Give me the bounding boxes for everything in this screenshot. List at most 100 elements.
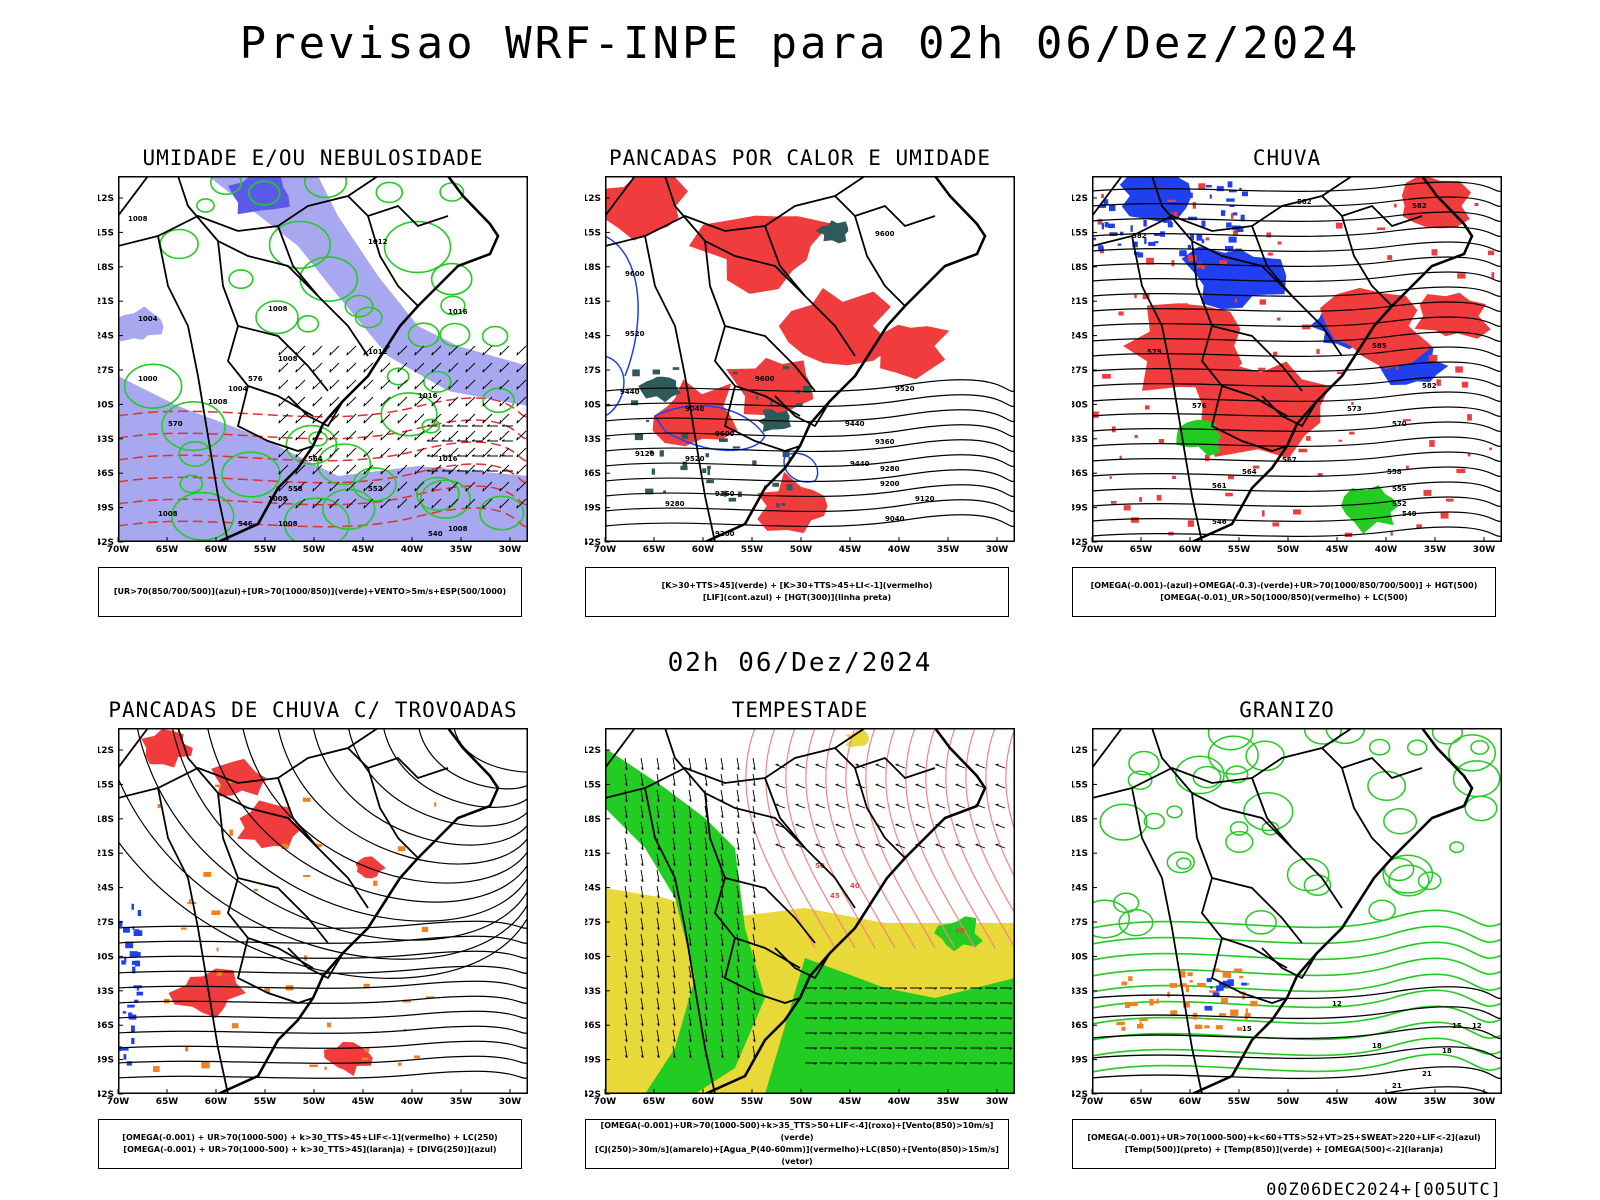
map-chuva: 582 582 582 585 582 579 576 573 570 567 564 561 558 5… <box>1072 176 1502 555</box>
contour-label: 1000 <box>138 375 158 383</box>
wind-vector <box>312 447 323 458</box>
contour-label: 21 <box>1392 1082 1402 1090</box>
wind-vector <box>688 933 692 947</box>
wind-vector <box>720 805 724 819</box>
lon-label: 45W <box>352 545 375 555</box>
lat-label: 18S <box>98 263 114 273</box>
wind-vector <box>910 1062 923 1065</box>
wind-vector <box>465 464 476 475</box>
wind-vector <box>346 447 357 458</box>
thickness-contour <box>118 397 528 418</box>
contour-label: 570 <box>1392 420 1407 428</box>
humidity-contour <box>248 180 281 206</box>
omega500-speck <box>1221 998 1228 1004</box>
streamline <box>1092 376 1502 387</box>
lat-label: 21S <box>585 297 601 307</box>
wind-vector <box>482 345 493 356</box>
divergence-speck <box>123 926 130 933</box>
wind-vector <box>752 1013 756 1027</box>
wind-vector <box>752 789 756 803</box>
moderate-storm-speck <box>315 843 323 848</box>
wind-vector <box>835 843 846 849</box>
temp850-contour <box>1431 728 1463 745</box>
wind-vector <box>865 1032 878 1035</box>
wind-vector <box>471 439 483 442</box>
omega500-speck <box>1156 998 1159 1004</box>
omega-speck <box>1137 252 1144 258</box>
omega-speck <box>1093 237 1097 241</box>
wind-vector <box>752 1029 756 1043</box>
omega-speck <box>1099 203 1106 208</box>
rain-speck <box>1204 454 1210 462</box>
temp850-contour <box>1092 1005 1502 1025</box>
humidity-contour <box>375 181 404 204</box>
moderate-storm-speck <box>327 1022 331 1028</box>
moderate-storm-speck <box>211 910 221 915</box>
hail-speck <box>1206 978 1212 983</box>
contour-label: 564 <box>308 455 323 463</box>
wind-vector <box>704 821 708 835</box>
omega500-speck <box>1197 983 1206 987</box>
rain-speck <box>1351 402 1354 405</box>
omega-speck <box>1167 220 1172 226</box>
lat-label: 42S <box>98 538 114 548</box>
contour-label: 567 <box>1282 456 1297 464</box>
rain-speck <box>1206 355 1212 361</box>
temp850-contour <box>1303 728 1343 745</box>
rain-speck <box>1134 293 1137 299</box>
contour-label: 582 <box>1297 198 1312 206</box>
wind-vector <box>975 823 986 829</box>
wind-vector <box>656 981 660 995</box>
lat-label: 36S <box>585 1021 601 1031</box>
streamline <box>1092 346 1502 357</box>
omega-speck <box>1240 214 1245 222</box>
contour-label: 12 <box>1472 1022 1482 1030</box>
streamline <box>1092 436 1502 447</box>
omega-speck <box>1216 186 1224 192</box>
moderate-storm-speck <box>373 880 378 887</box>
streamline <box>136 728 528 941</box>
wind-vector <box>985 1047 998 1050</box>
streamline <box>453 728 528 773</box>
omega-speck <box>1201 239 1205 244</box>
omega500-speck <box>1230 1009 1239 1016</box>
wind-vector <box>704 1029 708 1043</box>
temp850-contour <box>1464 795 1498 822</box>
lon-label: 50W <box>1277 1097 1300 1107</box>
lifted-index-contour <box>605 235 639 417</box>
thickness-contour <box>118 441 528 462</box>
lon-label: 45W <box>839 545 862 555</box>
temp850-contour <box>1406 739 1428 756</box>
moderate-storm-speck <box>402 999 411 1003</box>
map-frame <box>118 728 528 1094</box>
temp850-contour <box>1383 807 1418 835</box>
moderate-storm-speck <box>397 846 406 852</box>
contour-label: 558 <box>1387 468 1402 476</box>
rain-speck <box>1110 500 1117 504</box>
wind-vector <box>925 987 938 990</box>
wind-vector <box>312 413 323 424</box>
temp850-contour <box>1368 738 1391 756</box>
map-frame <box>1092 728 1502 1094</box>
wind-vector <box>482 362 493 373</box>
rain-speck <box>1317 473 1323 476</box>
wind-vector <box>278 481 289 492</box>
wind-vector <box>875 783 886 789</box>
wind-vector <box>397 362 408 373</box>
wind-vector <box>752 949 756 963</box>
temp850-contour <box>1382 854 1434 894</box>
wind-area <box>765 958 1015 1094</box>
omega-speck <box>1103 199 1109 206</box>
streamline <box>1092 316 1502 327</box>
country-border <box>1210 937 1288 1004</box>
rain-speck <box>1262 510 1265 517</box>
contour-label: 9600 <box>625 270 645 278</box>
temp850-contour <box>1368 899 1396 922</box>
wind-vector <box>820 1047 833 1050</box>
wind-vector <box>835 803 846 809</box>
wind-vector <box>397 447 408 458</box>
hail-speck <box>1212 992 1220 997</box>
wind-vector <box>656 805 660 819</box>
wind-vector <box>875 843 886 849</box>
moderate-storm-speck <box>421 926 429 932</box>
